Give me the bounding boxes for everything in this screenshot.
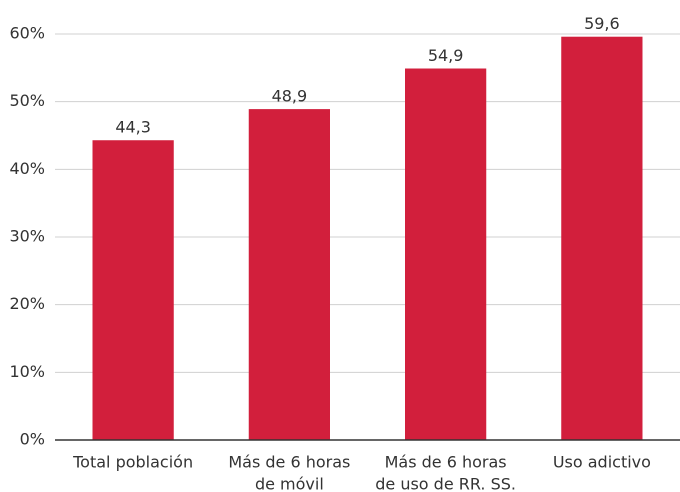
data-label: 59,6 [584, 14, 620, 33]
x-tick-label: Más de 6 horas [385, 453, 507, 472]
y-tick-label: 20% [9, 294, 45, 313]
x-tick-label: de uso de RR. SS. [375, 475, 516, 492]
y-tick-label: 60% [9, 24, 45, 43]
bar [561, 36, 643, 440]
bar [92, 140, 174, 440]
y-tick-label: 50% [9, 91, 45, 110]
data-label: 44,3 [115, 118, 151, 137]
data-label: 48,9 [272, 87, 308, 106]
bar [248, 109, 330, 441]
data-label: 54,9 [428, 46, 464, 65]
x-tick-label: de móvil [255, 475, 324, 492]
y-tick-label: 40% [9, 159, 45, 178]
x-tick-label: Más de 6 horas [228, 453, 350, 472]
bar [405, 68, 487, 440]
x-tick-label: Uso adictivo [553, 453, 651, 472]
y-tick-label: 30% [9, 227, 45, 246]
y-tick-label: 0% [20, 430, 45, 449]
y-tick-label: 10% [9, 362, 45, 381]
x-tick-label: Total población [72, 453, 193, 472]
